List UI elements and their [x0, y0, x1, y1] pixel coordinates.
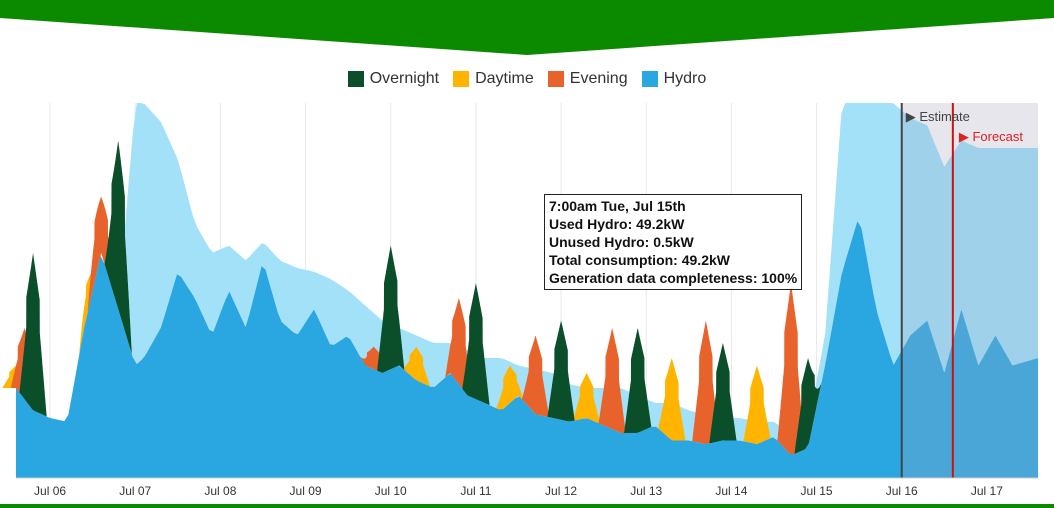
consumption-overnight-peak: [462, 283, 490, 406]
x-tick-label: Jul 12: [545, 484, 577, 498]
header-banner: [0, 0, 1054, 55]
legend-swatch-hydro: [641, 71, 658, 87]
consumption-overnight-peak: [377, 245, 405, 373]
x-tick-label: Jul 11: [460, 484, 491, 498]
consumption-overnight-peak: [794, 358, 822, 454]
consumption-evening-peak: [598, 328, 626, 433]
x-tick-label: Jul 17: [971, 484, 1003, 498]
legend-item-evening[interactable]: Evening: [547, 70, 628, 88]
tooltip-total-consumption: Total consumption: 49.2kW: [549, 252, 730, 268]
x-tick-label: Jul 06: [34, 484, 66, 498]
legend-label: Evening: [569, 70, 628, 87]
x-tick-label: Jul 16: [886, 484, 918, 498]
consumption-overnight-peak: [624, 328, 652, 433]
x-tick-label: Jul 10: [375, 484, 407, 498]
x-tick-label: Jul 07: [119, 484, 151, 498]
consumption-overnight-peak: [19, 253, 47, 417]
forecast-label: ▶ Forecast: [959, 129, 1024, 144]
banner-chevron: [0, 0, 1054, 55]
x-tick-label: Jul 08: [204, 484, 236, 498]
x-tick-label: Jul 13: [630, 484, 662, 498]
x-tick-label: Jul 15: [801, 484, 833, 498]
legend-swatch-daytime: [453, 71, 470, 87]
chart-legend: Overnight Daytime Evening Hydro: [0, 70, 1054, 88]
consumption-evening-peak: [692, 320, 720, 445]
consumption-daytime-peak: [573, 373, 601, 424]
legend-item-daytime[interactable]: Daytime: [453, 70, 534, 88]
used-hydro-forecast-area: [901, 309, 1038, 478]
legend-label: Hydro: [663, 70, 707, 87]
legend-swatch-overnight: [347, 71, 364, 87]
x-tick-label: Jul 14: [715, 484, 747, 498]
legend-label: Daytime: [475, 70, 534, 87]
legend-label: Overnight: [369, 70, 440, 87]
consumption-overnight-peak: [547, 320, 575, 422]
consumption-daytime-peak: [658, 358, 686, 441]
tooltip-used-hydro: Used Hydro: 49.2kW: [549, 216, 685, 232]
legend-item-overnight[interactable]: Overnight: [347, 70, 440, 88]
estimate-label: ▶ Estimate: [906, 109, 970, 124]
consumption-evening-peak: [777, 283, 805, 456]
tooltip-time: 7:00am Tue, Jul 15th: [549, 198, 686, 214]
tooltip-unused-hydro: Unused Hydro: 0.5kW: [549, 234, 694, 250]
legend-swatch-evening: [547, 71, 564, 87]
tooltip-completeness: Generation data completeness: 100%: [549, 270, 798, 286]
consumption-overnight-peak: [104, 140, 132, 355]
legend-item-hydro[interactable]: Hydro: [641, 70, 707, 88]
footer-rule: [0, 504, 1054, 508]
consumption-daytime-peak: [496, 365, 524, 411]
consumption-daytime-peak: [743, 365, 771, 445]
unused-hydro-forecast-area: [901, 110, 1038, 373]
chart-tooltip: 7:00am Tue, Jul 15th Used Hydro: 49.2kW …: [544, 194, 803, 290]
consumption-overnight-peak: [709, 343, 737, 444]
x-tick-label: Jul 09: [290, 484, 322, 498]
consumption-evening-peak: [521, 335, 550, 418]
consumption-daytime-peak: [402, 346, 430, 387]
used-hydro-area: [16, 221, 902, 478]
